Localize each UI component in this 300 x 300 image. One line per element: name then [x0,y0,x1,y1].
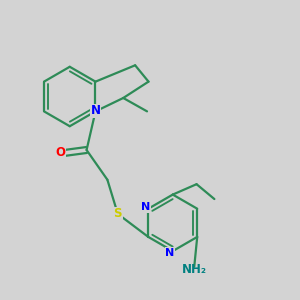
Text: N: N [141,202,150,212]
Text: NH₂: NH₂ [182,263,207,276]
Text: S: S [113,207,122,220]
Text: O: O [56,146,66,160]
Text: N: N [165,248,174,257]
Text: N: N [91,104,100,117]
